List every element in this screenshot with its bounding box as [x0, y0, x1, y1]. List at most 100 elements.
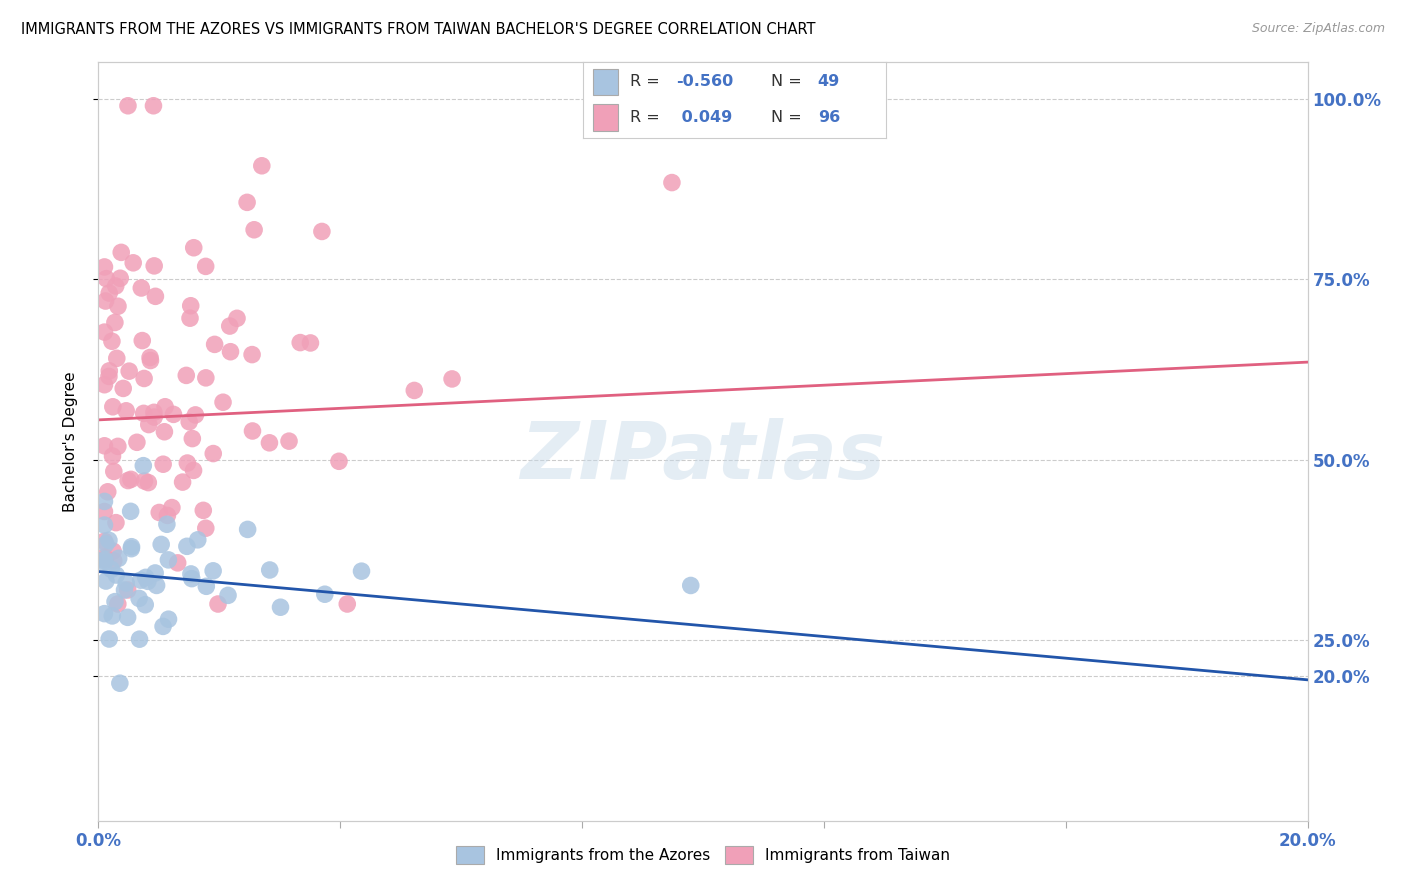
Point: [93, 377, 115, 392]
Point: [145, 289, 167, 303]
Text: 0.049: 0.049: [676, 110, 733, 125]
Point: [180, 572, 202, 586]
Point: [404, 384, 426, 398]
Point: [93, 518, 115, 533]
Point: [217, 588, 239, 602]
Point: [226, 311, 249, 326]
Point: [117, 582, 139, 597]
Text: R =: R =: [630, 73, 665, 88]
Point: [243, 223, 266, 237]
Point: [172, 475, 194, 489]
Point: [93, 607, 115, 621]
Point: [93, 494, 115, 508]
Point: [350, 564, 373, 578]
Point: [135, 570, 157, 584]
Point: [93, 439, 115, 453]
Point: [278, 434, 301, 449]
Point: [132, 406, 155, 420]
Point: [142, 405, 165, 419]
Point: [108, 271, 131, 285]
Point: [236, 522, 259, 536]
Point: [299, 335, 322, 350]
Point: [93, 325, 115, 339]
Point: [110, 245, 132, 260]
Point: [117, 99, 139, 113]
Point: [152, 457, 174, 471]
Legend: Immigrants from the Azores, Immigrants from Taiwan: Immigrants from the Azores, Immigrants f…: [450, 840, 956, 870]
Point: [212, 395, 235, 409]
Point: [136, 475, 159, 490]
Point: [259, 435, 281, 450]
Point: [129, 573, 152, 587]
Point: [108, 676, 131, 690]
Point: [117, 610, 139, 624]
Text: N =: N =: [770, 110, 807, 125]
Point: [100, 562, 122, 576]
Text: N =: N =: [770, 73, 807, 88]
Point: [207, 597, 229, 611]
Point: [138, 417, 160, 432]
Point: [176, 456, 198, 470]
Point: [250, 159, 273, 173]
Point: [131, 334, 153, 348]
Point: [270, 600, 292, 615]
Point: [98, 286, 121, 301]
Point: [162, 408, 184, 422]
Point: [290, 335, 312, 350]
Text: 49: 49: [818, 73, 839, 88]
Point: [143, 259, 166, 273]
Point: [236, 195, 259, 210]
Point: [336, 597, 359, 611]
Point: [104, 516, 127, 530]
Point: [120, 472, 142, 486]
Point: [107, 299, 129, 313]
Text: Source: ZipAtlas.com: Source: ZipAtlas.com: [1251, 22, 1385, 36]
Text: ZIPatlas: ZIPatlas: [520, 417, 886, 496]
Text: IMMIGRANTS FROM THE AZORES VS IMMIGRANTS FROM TAIWAN BACHELOR'S DEGREE CORRELATI: IMMIGRANTS FROM THE AZORES VS IMMIGRANTS…: [21, 22, 815, 37]
Point: [136, 574, 159, 589]
Point: [93, 556, 115, 570]
Point: [103, 464, 125, 478]
Point: [93, 549, 115, 564]
Point: [180, 299, 202, 313]
Point: [105, 568, 128, 582]
Point: [101, 334, 124, 349]
Point: [204, 337, 226, 351]
Point: [120, 541, 142, 556]
Point: [103, 554, 125, 568]
Point: [661, 176, 683, 190]
Point: [157, 553, 180, 567]
Point: [107, 597, 129, 611]
Point: [125, 435, 148, 450]
Point: [94, 574, 117, 588]
Point: [104, 316, 127, 330]
Point: [219, 344, 242, 359]
Point: [441, 372, 464, 386]
Point: [115, 576, 138, 591]
Point: [184, 408, 207, 422]
Point: [679, 578, 702, 592]
Point: [202, 564, 225, 578]
Point: [174, 368, 197, 383]
Point: [259, 563, 281, 577]
Point: [139, 351, 162, 365]
Text: 96: 96: [818, 110, 839, 125]
Point: [134, 474, 156, 488]
Point: [194, 371, 217, 385]
Point: [101, 608, 124, 623]
Point: [93, 534, 115, 549]
Point: [132, 458, 155, 473]
Point: [132, 371, 155, 385]
Text: R =: R =: [630, 110, 665, 125]
Point: [117, 474, 139, 488]
Point: [128, 591, 150, 606]
Point: [187, 533, 209, 547]
Point: [128, 632, 150, 647]
Point: [148, 506, 170, 520]
Point: [139, 353, 162, 368]
Point: [93, 504, 115, 518]
Point: [181, 432, 204, 446]
Point: [314, 587, 336, 601]
Point: [97, 369, 120, 384]
Point: [107, 551, 129, 566]
